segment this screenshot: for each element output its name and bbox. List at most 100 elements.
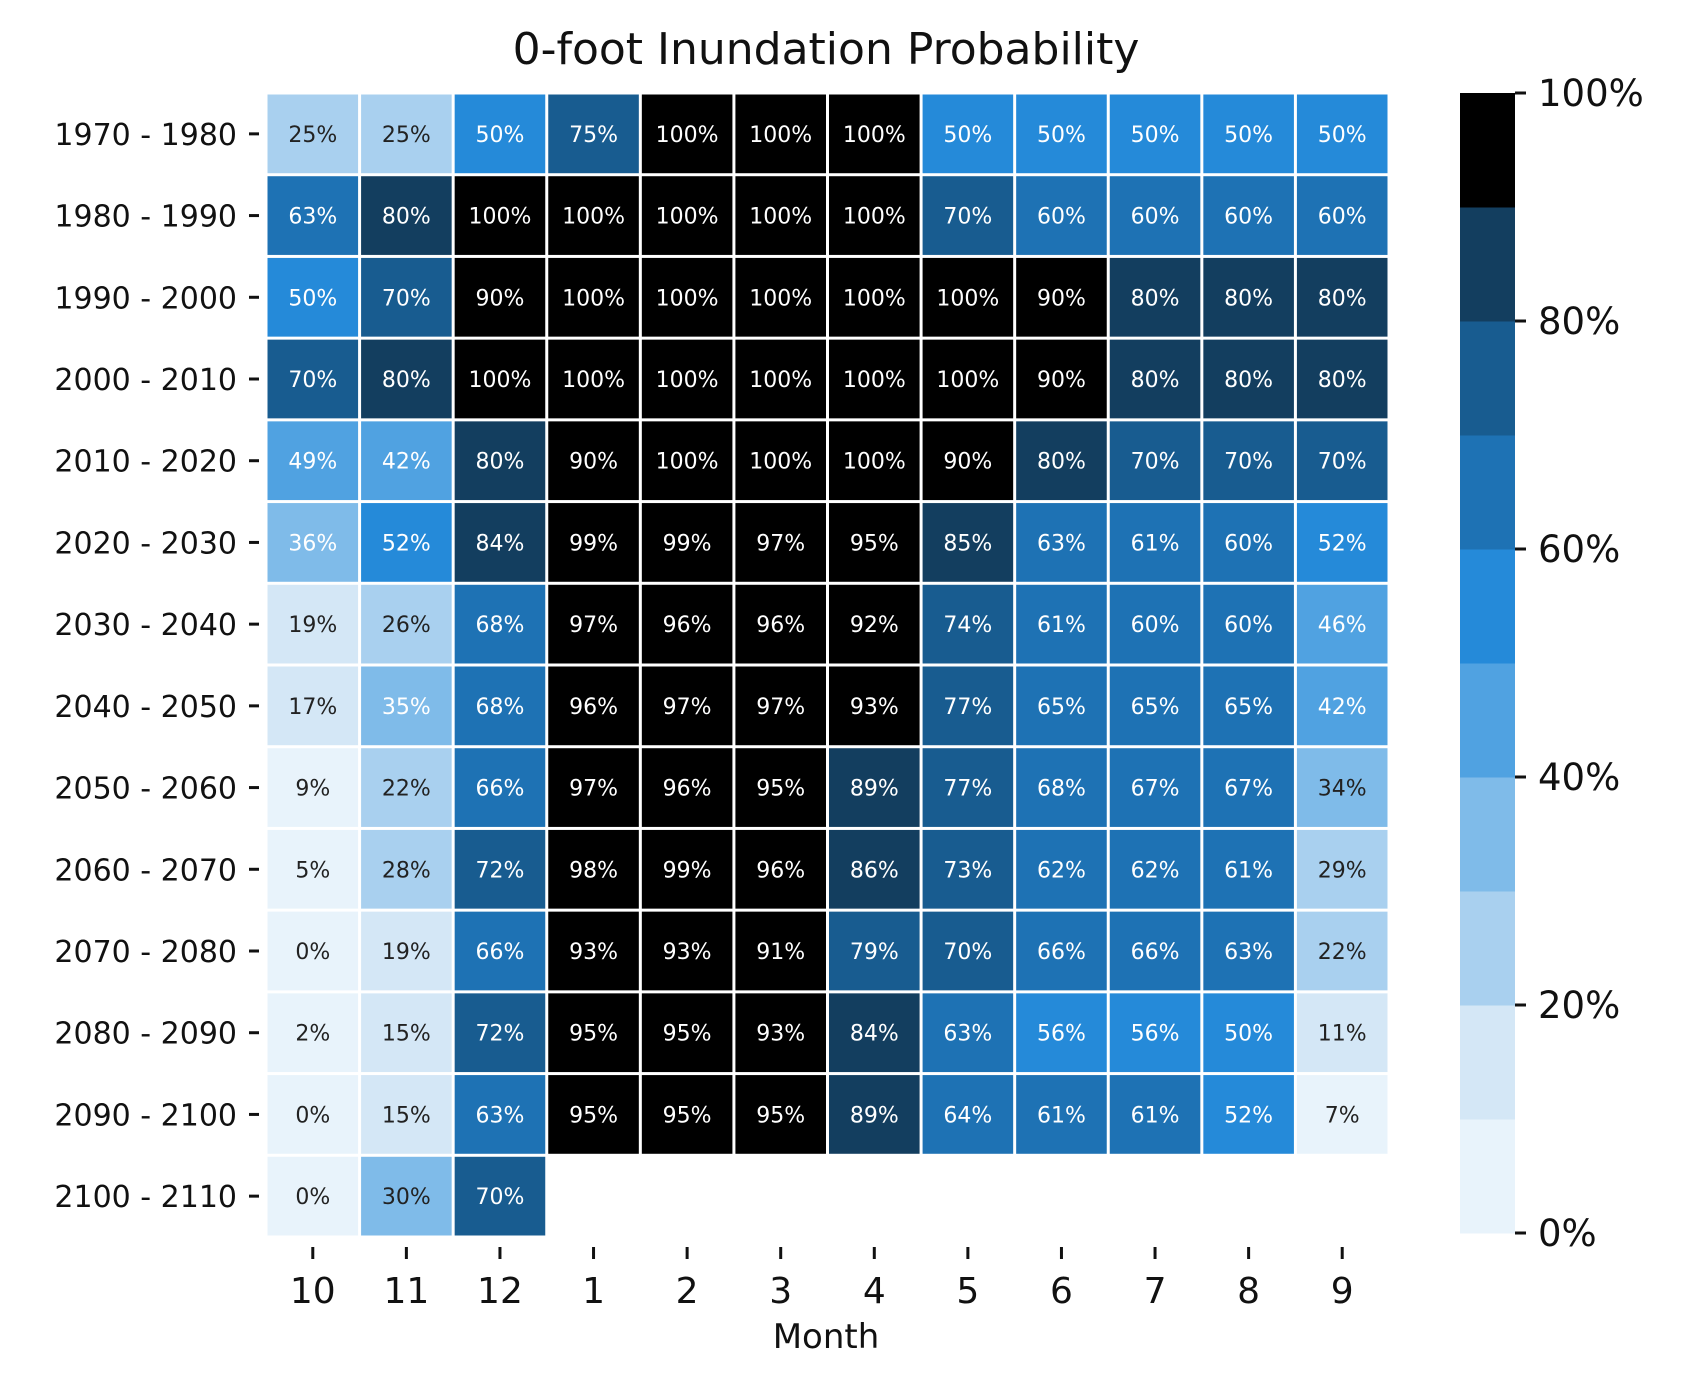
- colorbar-tick-label: 20%: [1538, 984, 1620, 1027]
- heatmap-cell: [361, 1075, 452, 1154]
- cell-value-label: 56%: [1131, 1022, 1180, 1047]
- cell-value-label: 93%: [569, 940, 618, 965]
- cell-value-label: 68%: [476, 613, 525, 638]
- cell-value-label: 74%: [943, 613, 992, 638]
- cell-value-label: 100%: [749, 286, 812, 311]
- heatmap-cell: [361, 911, 452, 991]
- cell-value-label: 61%: [1224, 858, 1273, 883]
- cell-value-label: 60%: [1224, 531, 1273, 556]
- cell-value-label: 98%: [569, 858, 618, 883]
- heatmap-cell: [735, 503, 826, 582]
- cell-value-label: 95%: [663, 1022, 712, 1047]
- cell-value-label: 95%: [663, 1103, 712, 1128]
- x-axis-tick-label: 9: [1331, 1271, 1354, 1312]
- cell-value-label: 100%: [749, 450, 812, 475]
- heatmap-cell: [1109, 584, 1201, 664]
- colorbar-segment: [1460, 891, 1515, 1006]
- heatmap-cell: [361, 829, 452, 909]
- heatmap-cell: [641, 257, 733, 337]
- cell-value-label: 75%: [569, 123, 618, 148]
- heatmap-cell: [1296, 666, 1388, 746]
- cell-value-label: 50%: [1318, 123, 1367, 148]
- cell-value-label: 97%: [756, 695, 805, 720]
- colorbar-segment: [1460, 435, 1515, 550]
- heatmap-cell: [1203, 421, 1294, 501]
- cell-value-label: 15%: [382, 1103, 431, 1128]
- heatmap-cell: [1016, 748, 1107, 827]
- cell-value-label: 80%: [1224, 286, 1273, 311]
- colorbar-tick-label: 80%: [1538, 300, 1620, 343]
- cell-value-label: 73%: [943, 858, 992, 883]
- heatmap-cell: [829, 94, 920, 174]
- cell-value-label: 86%: [850, 858, 899, 883]
- x-axis-tick-label: 6: [1050, 1271, 1073, 1312]
- cell-value-label: 80%: [1224, 368, 1273, 393]
- heatmap-cell: [361, 94, 452, 174]
- heatmap-cell: [267, 503, 359, 582]
- heatmap-cell: [1109, 748, 1201, 827]
- cell-value-label: 100%: [936, 286, 999, 311]
- colorbar-tick-label: 60%: [1538, 528, 1620, 571]
- heatmap-cell: [1296, 584, 1388, 664]
- y-axis-tick-label: 2060 - 2070: [54, 853, 237, 888]
- cell-value-label: 61%: [1037, 613, 1086, 638]
- y-axis-tick-label: 1990 - 2000: [54, 281, 237, 316]
- heatmap-cell: [1296, 257, 1388, 337]
- cell-value-label: 100%: [562, 205, 625, 230]
- cell-value-label: 80%: [1318, 286, 1367, 311]
- cell-value-label: 65%: [1224, 695, 1273, 720]
- cell-value-label: 61%: [1131, 531, 1180, 556]
- heatmap-cell: [641, 993, 733, 1073]
- colorbar-segment: [1460, 321, 1515, 436]
- cell-value-label: 97%: [569, 613, 618, 638]
- colorbar-tick-label: 100%: [1538, 72, 1644, 115]
- cell-value-label: 63%: [1037, 531, 1086, 556]
- x-axis-tick-label: 8: [1237, 1271, 1260, 1312]
- cell-value-label: 90%: [1037, 286, 1086, 311]
- cell-value-label: 7%: [1325, 1103, 1360, 1128]
- cell-value-label: 100%: [843, 450, 906, 475]
- cell-value-label: 65%: [1037, 695, 1086, 720]
- cell-value-label: 80%: [1131, 368, 1180, 393]
- heatmap-cell: [267, 1075, 359, 1154]
- heatmap-cell: [1296, 176, 1388, 255]
- y-axis-tick-label: 1970 - 1980: [54, 118, 237, 153]
- y-axis-tick-label: 2100 - 2110: [54, 1180, 237, 1215]
- y-axis-tick-label: 2090 - 2100: [54, 1098, 237, 1133]
- cell-value-label: 61%: [1131, 1103, 1180, 1128]
- cell-value-label: 77%: [943, 777, 992, 802]
- cell-value-label: 70%: [288, 368, 337, 393]
- heatmap-cell: [922, 748, 1014, 827]
- cell-value-label: 100%: [656, 368, 719, 393]
- colorbar: 0% 20% 40% 60% 80% 100%: [1460, 72, 1644, 1255]
- x-axis-tick-label: 10: [290, 1271, 336, 1312]
- heatmap-cell: [922, 1075, 1014, 1154]
- heatmap-cell: [548, 584, 639, 664]
- cell-value-label: 60%: [1131, 205, 1180, 230]
- cell-value-label: 65%: [1131, 695, 1180, 720]
- heatmap-cell: [548, 421, 639, 501]
- heatmap-cell: [361, 421, 452, 501]
- heatmap-cell: [641, 911, 733, 991]
- colorbar-tick-label: 40%: [1538, 756, 1620, 799]
- heatmap-cell: [454, 257, 546, 337]
- heatmap-cell: [454, 176, 546, 255]
- heatmap-cell: [267, 584, 359, 664]
- heatmap-cell: [1296, 748, 1388, 827]
- cell-value-label: 67%: [1224, 777, 1273, 802]
- heatmap-cell: [735, 584, 826, 664]
- heatmap-cell: [735, 911, 826, 991]
- cell-value-label: 89%: [850, 777, 899, 802]
- heatmap-cell: [454, 911, 546, 991]
- heatmap-cell: [1016, 666, 1107, 746]
- cell-value-label: 70%: [943, 205, 992, 230]
- heatmap-cell: [641, 829, 733, 909]
- heatmap-cell: [1109, 1075, 1201, 1154]
- cell-value-label: 80%: [1037, 450, 1086, 475]
- heatmap-cell: [1016, 339, 1107, 419]
- cell-value-label: 50%: [1131, 123, 1180, 148]
- heatmap-cell: [454, 829, 546, 909]
- cell-value-label: 93%: [756, 1022, 805, 1047]
- cell-value-label: 60%: [1224, 205, 1273, 230]
- heatmap-cell: [1296, 503, 1388, 582]
